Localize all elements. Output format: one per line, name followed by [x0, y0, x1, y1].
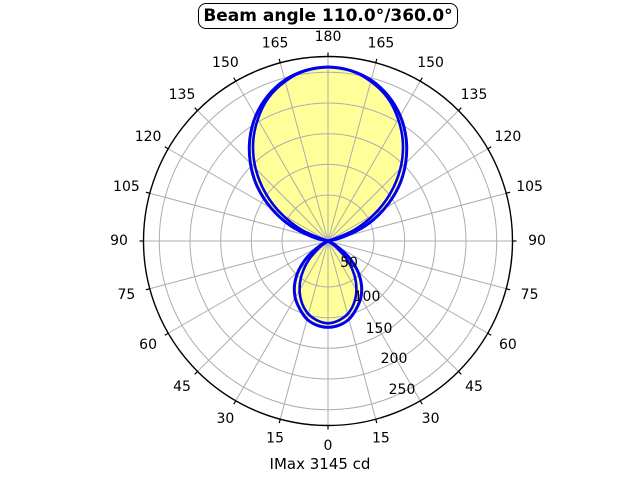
radius-label-50: 50 [340, 255, 358, 271]
radius-label-200: 200 [381, 351, 408, 367]
angle-label-165: 165 [368, 36, 395, 52]
angle-label-180: 180 [315, 29, 342, 45]
angle-label-45: 45 [465, 379, 483, 395]
spoke [149, 192, 329, 242]
angle-label-30: 30 [216, 411, 234, 427]
angle-label-15: 15 [372, 430, 390, 446]
spoke [149, 240, 329, 290]
angle-label-75: 75 [521, 287, 539, 303]
spoke [235, 240, 329, 402]
angle-label-45: 45 [173, 379, 191, 395]
spoke [167, 148, 329, 242]
spoke [327, 80, 421, 242]
angle-label-90: 90 [528, 233, 546, 249]
spoke [235, 80, 329, 242]
angle-label-90: 90 [110, 233, 128, 249]
spoke [327, 240, 421, 402]
chart-title: Beam angle 110.0°/360.0° [203, 6, 453, 26]
radial-gridline [158, 71, 498, 411]
spoke [327, 192, 507, 242]
beam-curves [247, 65, 409, 329]
angle-label-150: 150 [212, 55, 239, 71]
spoke [197, 110, 329, 242]
spoke [279, 240, 329, 420]
angle-label-135: 135 [461, 87, 488, 103]
imax-label: IMax 3145 cd [269, 455, 371, 473]
angle-label-60: 60 [499, 337, 517, 353]
angle-label-75: 75 [117, 287, 135, 303]
angle-label-120: 120 [495, 129, 522, 145]
spoke [327, 240, 507, 290]
radius-label-250: 250 [389, 382, 416, 398]
axis-labels: 15 15 30 30 45 45 60 60 75 75 90 90 105 105 120 120 135 1… [110, 29, 546, 454]
radial-gridline [250, 163, 406, 319]
spoke [167, 240, 329, 334]
radial-gridline [281, 194, 375, 288]
angle-label-150: 150 [417, 55, 444, 71]
chart-title-box: Beam angle 110.0°/360.0° [198, 3, 458, 29]
spoke [327, 240, 489, 334]
spoke [327, 240, 377, 420]
angle-label-60: 60 [139, 337, 157, 353]
angle-label-15: 15 [266, 430, 284, 446]
spoke [327, 62, 377, 242]
angle-label-105: 105 [516, 179, 543, 195]
radius-label-150: 150 [366, 321, 393, 337]
radial-gridline [220, 133, 436, 349]
angle-label-135: 135 [169, 87, 196, 103]
angle-label-105: 105 [113, 179, 140, 195]
spoke [327, 110, 459, 242]
angle-label-165: 165 [262, 36, 289, 52]
radial-gridline [189, 102, 467, 380]
spoke [279, 62, 329, 242]
radius-label-100: 100 [354, 289, 381, 305]
outer-circle [142, 55, 514, 427]
angle-label-0: 0 [324, 438, 333, 454]
polar-grid [139, 52, 517, 430]
angle-label-30: 30 [422, 411, 440, 427]
spoke [327, 148, 489, 242]
angle-label-120: 120 [135, 129, 162, 145]
beam-curve-1 [251, 65, 405, 325]
